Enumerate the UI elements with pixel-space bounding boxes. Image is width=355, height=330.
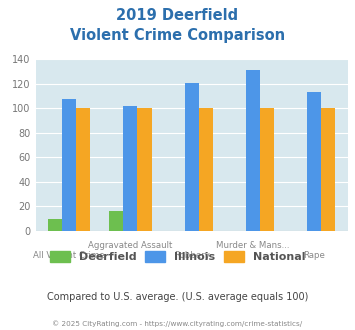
Bar <box>48 219 62 231</box>
Bar <box>321 109 335 231</box>
Bar <box>109 212 124 231</box>
Bar <box>76 109 90 231</box>
Text: Rape: Rape <box>303 250 325 260</box>
Text: Compared to U.S. average. (U.S. average equals 100): Compared to U.S. average. (U.S. average … <box>47 292 308 302</box>
Bar <box>185 83 199 231</box>
Text: Murder & Mans...: Murder & Mans... <box>216 241 290 250</box>
Legend: Deerfield, Illinois, National: Deerfield, Illinois, National <box>45 247 310 267</box>
Bar <box>246 70 260 231</box>
Text: Robbery: Robbery <box>174 250 210 260</box>
Text: Aggravated Assault: Aggravated Assault <box>88 241 173 250</box>
Text: All Violent Crime: All Violent Crime <box>33 250 105 260</box>
Bar <box>307 92 321 231</box>
Text: 2019 Deerfield: 2019 Deerfield <box>116 8 239 23</box>
Bar <box>199 109 213 231</box>
Bar <box>62 99 76 231</box>
Bar <box>124 106 137 231</box>
Bar <box>260 109 274 231</box>
Bar <box>137 109 152 231</box>
Text: © 2025 CityRating.com - https://www.cityrating.com/crime-statistics/: © 2025 CityRating.com - https://www.city… <box>53 321 302 327</box>
Text: Violent Crime Comparison: Violent Crime Comparison <box>70 28 285 43</box>
